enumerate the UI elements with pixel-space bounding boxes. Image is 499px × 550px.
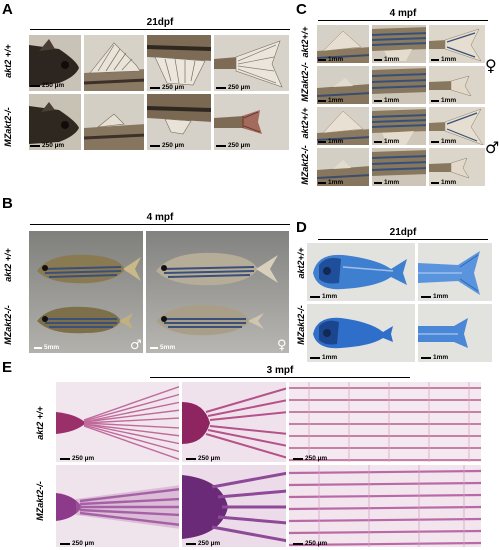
female-symbol-c: ♀ <box>485 56 497 75</box>
panel-c-image-r2c1 <box>316 65 370 105</box>
panel-a-row-label-wt: akt2 +/+ <box>3 44 13 78</box>
panel-a-image-anal-mut <box>146 93 212 151</box>
panel-label-d: D <box>296 219 307 236</box>
panel-c-image-r2c3 <box>428 65 486 105</box>
panel-a-image-head-mut <box>28 93 82 151</box>
panel-a-image-caudal-wt <box>213 34 290 92</box>
panel-e-image-wt-3 <box>288 381 482 463</box>
panel-c-scale-r3c3: 1mm <box>431 138 456 145</box>
panel-c-scale-r2c1: 1mm <box>318 97 343 104</box>
panel-c-image-r2c2 <box>371 65 427 105</box>
panel-d-image-mut-caudal <box>417 303 493 363</box>
panel-c-image-r3c2 <box>371 106 427 146</box>
panel-a-image-dorsal-wt <box>83 34 145 92</box>
panel-a-scale-1: 250 µm <box>30 82 64 89</box>
male-symbol-b: ♂ <box>130 338 142 353</box>
panel-b-image-female <box>145 230 290 354</box>
panel-b-row-label-wt: akt2 +/+ <box>3 248 13 282</box>
panel-e-scale-6: 250 µm <box>293 540 327 547</box>
panel-c-scale-r4c2: 1mm <box>374 179 399 186</box>
panel-e-title-line <box>150 377 410 379</box>
panel-d-title: 21dpf <box>389 227 417 238</box>
panel-a-scale-6: 250 µm <box>216 142 250 149</box>
panel-a-title: 21dpf <box>146 17 174 28</box>
panel-d-image-wt-whole <box>306 242 416 302</box>
panel-b-scale-right: 5mm <box>150 344 175 351</box>
panel-c-image-r3c3 <box>428 106 486 146</box>
panel-c-image-r3c1 <box>316 106 370 146</box>
panel-e-scale-5: 250 µm <box>186 540 220 547</box>
panel-e-image-mut-2 <box>181 464 287 548</box>
panel-c-image-r1c3 <box>428 24 486 64</box>
panel-c-scale-r2c2: 1mm <box>374 97 399 104</box>
female-symbol-b: ♀ <box>277 338 287 353</box>
panel-c-title: 4 mpf <box>389 8 417 19</box>
male-symbol-c: ♂ <box>485 138 499 157</box>
panel-e-scale-1: 250 µm <box>60 455 94 462</box>
panel-d-row-label-wt: akt2+/+ <box>296 247 306 279</box>
panel-c-image-r1c2 <box>371 24 427 64</box>
panel-c-image-r1c1 <box>316 24 370 64</box>
panel-e-scale-2: 250 µm <box>186 455 220 462</box>
panel-c-row-label-4: MZakt2-/- <box>300 145 310 185</box>
panel-b-title: 4 mpf <box>146 212 174 223</box>
panel-c-scale-r3c1: 1mm <box>318 138 343 145</box>
panel-d-scale-3: 1mm <box>310 354 337 361</box>
panel-c-image-r4c1 <box>316 147 370 187</box>
panel-e-row-label-wt: akt2 +/+ <box>35 406 45 440</box>
panel-b-row-label-mut: MZakt2-/- <box>3 305 13 345</box>
panel-c-row-label-1: akt2+/+ <box>300 26 310 58</box>
panel-a-title-line <box>30 29 290 31</box>
panel-c-scale-r4c1: 1mm <box>318 179 343 186</box>
panel-a-scale-2: 250 µm <box>150 84 184 91</box>
panel-b-scale-left: 5mm <box>34 344 59 351</box>
panel-e-row-label-mut: MZakt2-/- <box>35 481 45 521</box>
panel-c-scale-r1c2: 1mm <box>374 56 399 63</box>
panel-d-scale-4: 1mm <box>421 354 448 361</box>
panel-c-row-label-2: MZakt2-/- <box>300 62 310 102</box>
panel-e-image-wt-2 <box>181 381 287 463</box>
panel-e-image-wt-1 <box>55 381 180 463</box>
panel-c-title-line <box>318 20 488 22</box>
panel-e-image-mut-1 <box>55 464 180 548</box>
panel-d-scale-2: 1mm <box>421 293 448 300</box>
panel-a-image-dorsal-mut <box>83 93 145 151</box>
panel-d-title-line <box>318 239 488 241</box>
panel-d-row-label-mut: MZakt2-/- <box>296 305 306 345</box>
panel-a-scale-3: 250 µm <box>216 84 250 91</box>
panel-label-e: E <box>2 359 13 376</box>
panel-d-image-mut-whole <box>306 303 416 363</box>
panel-label-b: B <box>2 195 13 212</box>
panel-c-scale-r2c3: 1mm <box>431 97 456 104</box>
panel-b-image-male <box>28 230 144 354</box>
panel-label-a: A <box>2 1 13 18</box>
panel-c-scale-r1c1: 1mm <box>318 56 343 63</box>
panel-c-image-r4c2 <box>371 147 427 187</box>
panel-c-scale-r4c3: 1mm <box>431 179 456 186</box>
panel-e-title: 3 mpf <box>266 365 294 376</box>
panel-e-scale-4: 250 µm <box>60 540 94 547</box>
panel-c-scale-r3c2: 1mm <box>374 138 399 145</box>
panel-c-row-label-3: akt2+/+ <box>300 107 310 139</box>
panel-c-image-r4c3 <box>428 147 486 187</box>
panel-e-image-mut-3 <box>288 464 482 548</box>
panel-a-image-head-wt <box>28 34 82 92</box>
panel-b-title-line <box>30 224 290 226</box>
panel-d-image-wt-caudal <box>417 242 493 302</box>
panel-a-image-caudal-mut <box>213 93 290 151</box>
panel-c-scale-r1c3: 1mm <box>431 56 456 63</box>
panel-a-scale-5: 250 µm <box>150 142 184 149</box>
panel-e-scale-3: 250 µm <box>293 455 327 462</box>
panel-a-scale-4: 250 µm <box>30 142 64 149</box>
panel-a-image-anal-wt <box>146 34 212 92</box>
panel-d-scale-1: 1mm <box>310 293 337 300</box>
panel-a-row-label-mut: MZakt2-/- <box>3 107 13 147</box>
panel-label-c: C <box>296 1 307 18</box>
